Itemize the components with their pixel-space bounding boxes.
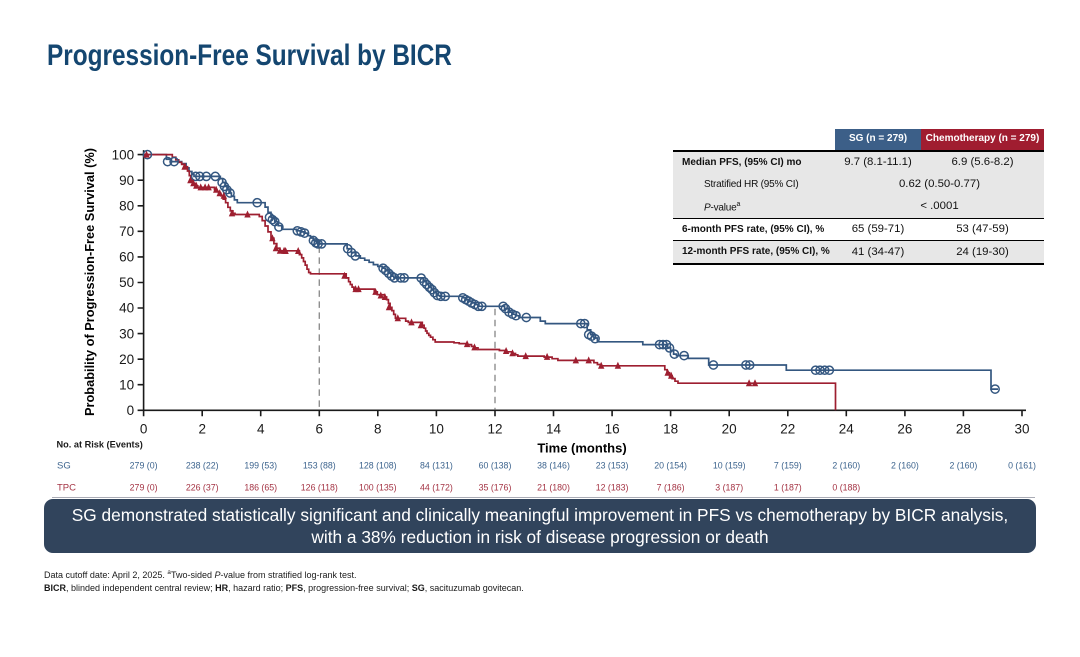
svg-text:2 (160): 2 (160): [949, 460, 977, 470]
svg-text:7 (159): 7 (159): [774, 460, 802, 470]
svg-text:38 (146): 38 (146): [537, 460, 570, 470]
svg-text:21 (180): 21 (180): [537, 482, 570, 492]
svg-text:279 (0): 279 (0): [130, 482, 158, 492]
svg-text:22: 22: [780, 422, 795, 437]
svg-text:10 (159): 10 (159): [713, 460, 746, 470]
svg-text:30: 30: [119, 326, 134, 341]
svg-text:6: 6: [316, 422, 324, 437]
svg-text:44 (172): 44 (172): [420, 482, 453, 492]
svg-text:4: 4: [257, 422, 265, 437]
svg-text:28: 28: [956, 422, 971, 437]
svg-text:Time (months): Time (months): [537, 441, 626, 456]
svg-text:24: 24: [839, 422, 855, 437]
svg-text:TPC: TPC: [57, 482, 76, 493]
svg-text:100 (135): 100 (135): [359, 482, 397, 492]
svg-text:186 (65): 186 (65): [244, 482, 277, 492]
svg-text:226 (37): 226 (37): [186, 482, 219, 492]
svg-text:20 (154): 20 (154): [654, 460, 687, 470]
svg-text:20: 20: [119, 352, 134, 367]
svg-text:7 (186): 7 (186): [657, 482, 685, 492]
svg-text:20: 20: [722, 422, 737, 437]
svg-text:3 (187): 3 (187): [715, 482, 743, 492]
svg-text:30: 30: [1014, 422, 1029, 437]
svg-text:2 (160): 2 (160): [832, 460, 860, 470]
svg-text:14: 14: [546, 422, 562, 437]
svg-text:10: 10: [119, 377, 134, 392]
svg-text:0: 0: [127, 403, 135, 418]
svg-text:16: 16: [605, 422, 620, 437]
svg-text:12: 12: [487, 422, 502, 437]
svg-text:0: 0: [140, 422, 148, 437]
svg-text:23 (153): 23 (153): [596, 460, 629, 470]
svg-text:279 (0): 279 (0): [130, 460, 158, 470]
svg-text:12 (183): 12 (183): [596, 482, 629, 492]
svg-text:8: 8: [374, 422, 382, 437]
svg-text:1 (187): 1 (187): [774, 482, 802, 492]
svg-text:238 (22): 238 (22): [186, 460, 219, 470]
svg-text:0 (188): 0 (188): [832, 482, 860, 492]
svg-text:2: 2: [198, 422, 206, 437]
svg-text:153 (88): 153 (88): [303, 460, 336, 470]
svg-text:100: 100: [112, 147, 135, 162]
svg-text:26: 26: [897, 422, 912, 437]
svg-text:0 (161): 0 (161): [1008, 460, 1036, 470]
svg-text:60: 60: [119, 250, 134, 265]
svg-text:18: 18: [663, 422, 678, 437]
svg-text:35 (176): 35 (176): [479, 482, 512, 492]
svg-text:40: 40: [119, 301, 134, 316]
svg-text:199 (53): 199 (53): [244, 460, 277, 470]
svg-text:70: 70: [119, 224, 134, 239]
svg-text:Probability of Progression-Fre: Probability of Progression-Free Survival…: [82, 148, 97, 416]
svg-text:60 (138): 60 (138): [479, 460, 512, 470]
svg-text:128 (108): 128 (108): [359, 460, 397, 470]
svg-text:126 (118): 126 (118): [301, 482, 338, 492]
svg-text:50: 50: [119, 275, 134, 290]
svg-text:2 (160): 2 (160): [891, 460, 919, 470]
svg-text:80: 80: [119, 199, 134, 214]
svg-text:84 (131): 84 (131): [420, 460, 453, 470]
svg-text:SG: SG: [57, 460, 71, 471]
svg-text:10: 10: [429, 422, 444, 437]
svg-text:No. at Risk (Events): No. at Risk (Events): [57, 440, 143, 450]
svg-text:90: 90: [119, 173, 134, 188]
